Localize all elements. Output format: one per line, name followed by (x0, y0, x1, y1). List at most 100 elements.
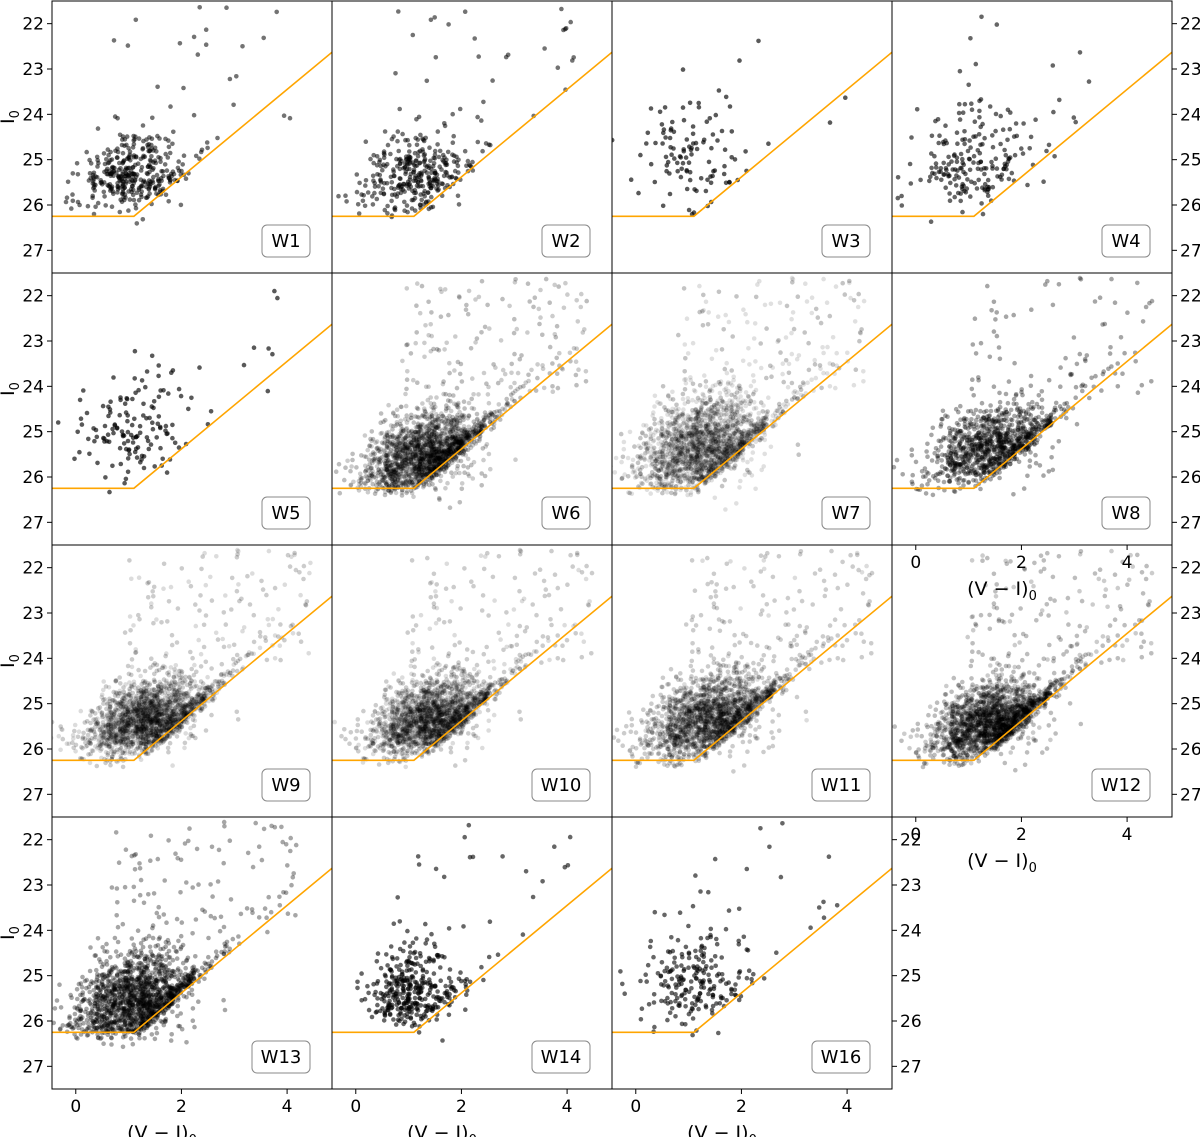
data-point (156, 155, 161, 160)
data-point (437, 468, 442, 473)
data-point (394, 422, 400, 427)
data-point (404, 469, 409, 475)
data-point (464, 433, 469, 438)
data-point (955, 141, 960, 146)
data-point (414, 464, 420, 470)
data-point (429, 439, 435, 444)
data-point (444, 441, 450, 446)
data-point (454, 154, 459, 160)
data-point (480, 419, 486, 424)
data-point (696, 105, 702, 110)
data-point (1001, 166, 1007, 171)
data-point (425, 461, 430, 467)
data-point (418, 433, 424, 439)
data-point (453, 455, 459, 460)
data-point (70, 171, 76, 176)
data-point (438, 440, 443, 446)
data-point (574, 382, 579, 388)
data-point (1021, 121, 1026, 126)
data-point (429, 310, 434, 315)
data-point (455, 446, 460, 451)
data-point (987, 104, 993, 109)
data-point (425, 466, 431, 471)
data-point (687, 177, 693, 183)
data-point (110, 426, 115, 432)
data-point (645, 130, 651, 136)
data-point (443, 391, 449, 397)
data-point (417, 450, 423, 456)
data-point (435, 417, 440, 423)
data-point (440, 456, 446, 462)
data-point (275, 295, 280, 301)
data-point (86, 436, 91, 442)
data-point (441, 379, 446, 384)
data-point (559, 6, 564, 12)
data-point (159, 178, 164, 184)
data-point (396, 449, 402, 455)
data-point (376, 184, 381, 189)
data-point (388, 151, 393, 157)
data-point (723, 94, 729, 100)
data-point (929, 165, 934, 171)
data-point (435, 446, 440, 452)
data-point (719, 128, 725, 134)
data-point (178, 393, 184, 399)
data-point (404, 386, 409, 392)
data-point (960, 110, 966, 115)
data-point (125, 456, 131, 461)
data-point (403, 157, 409, 162)
data-point (710, 132, 716, 137)
data-point (954, 130, 960, 135)
data-point (413, 449, 419, 454)
data-point (449, 458, 454, 463)
data-point (985, 177, 991, 183)
data-point (112, 422, 118, 427)
data-point (363, 481, 368, 487)
data-point (90, 193, 95, 199)
data-point (120, 433, 126, 439)
data-point (449, 420, 454, 426)
data-point (363, 183, 368, 188)
data-point (958, 198, 963, 204)
data-point (933, 165, 939, 170)
data-point (687, 100, 693, 106)
data-point (766, 141, 771, 146)
data-point (129, 177, 134, 183)
data-point (155, 421, 161, 427)
data-point (444, 170, 449, 175)
data-point (381, 191, 387, 196)
data-point (378, 420, 384, 426)
data-point (65, 179, 71, 185)
data-point (1003, 152, 1009, 158)
data-point (956, 110, 962, 116)
data-point (415, 414, 421, 420)
data-point (405, 446, 410, 451)
data-point (151, 174, 156, 180)
data-point (108, 399, 113, 405)
data-point (444, 452, 450, 457)
data-point (946, 154, 951, 160)
data-point (433, 449, 439, 455)
data-point (955, 190, 961, 196)
data-point (104, 157, 109, 162)
data-point (131, 138, 136, 143)
data-point (411, 437, 417, 443)
data-point (117, 412, 122, 418)
data-point (421, 153, 427, 158)
data-point (394, 156, 399, 162)
data-point (994, 22, 1000, 27)
data-point (462, 9, 468, 14)
data-point (110, 189, 116, 194)
data-point (204, 140, 210, 145)
data-point (147, 148, 153, 153)
data-point (139, 164, 145, 170)
data-point (363, 454, 369, 460)
data-point (178, 202, 184, 208)
data-point (423, 466, 429, 471)
data-point (389, 185, 394, 191)
data-point (171, 129, 176, 135)
data-point (208, 409, 214, 414)
data-point (429, 413, 435, 419)
data-point (443, 455, 449, 461)
